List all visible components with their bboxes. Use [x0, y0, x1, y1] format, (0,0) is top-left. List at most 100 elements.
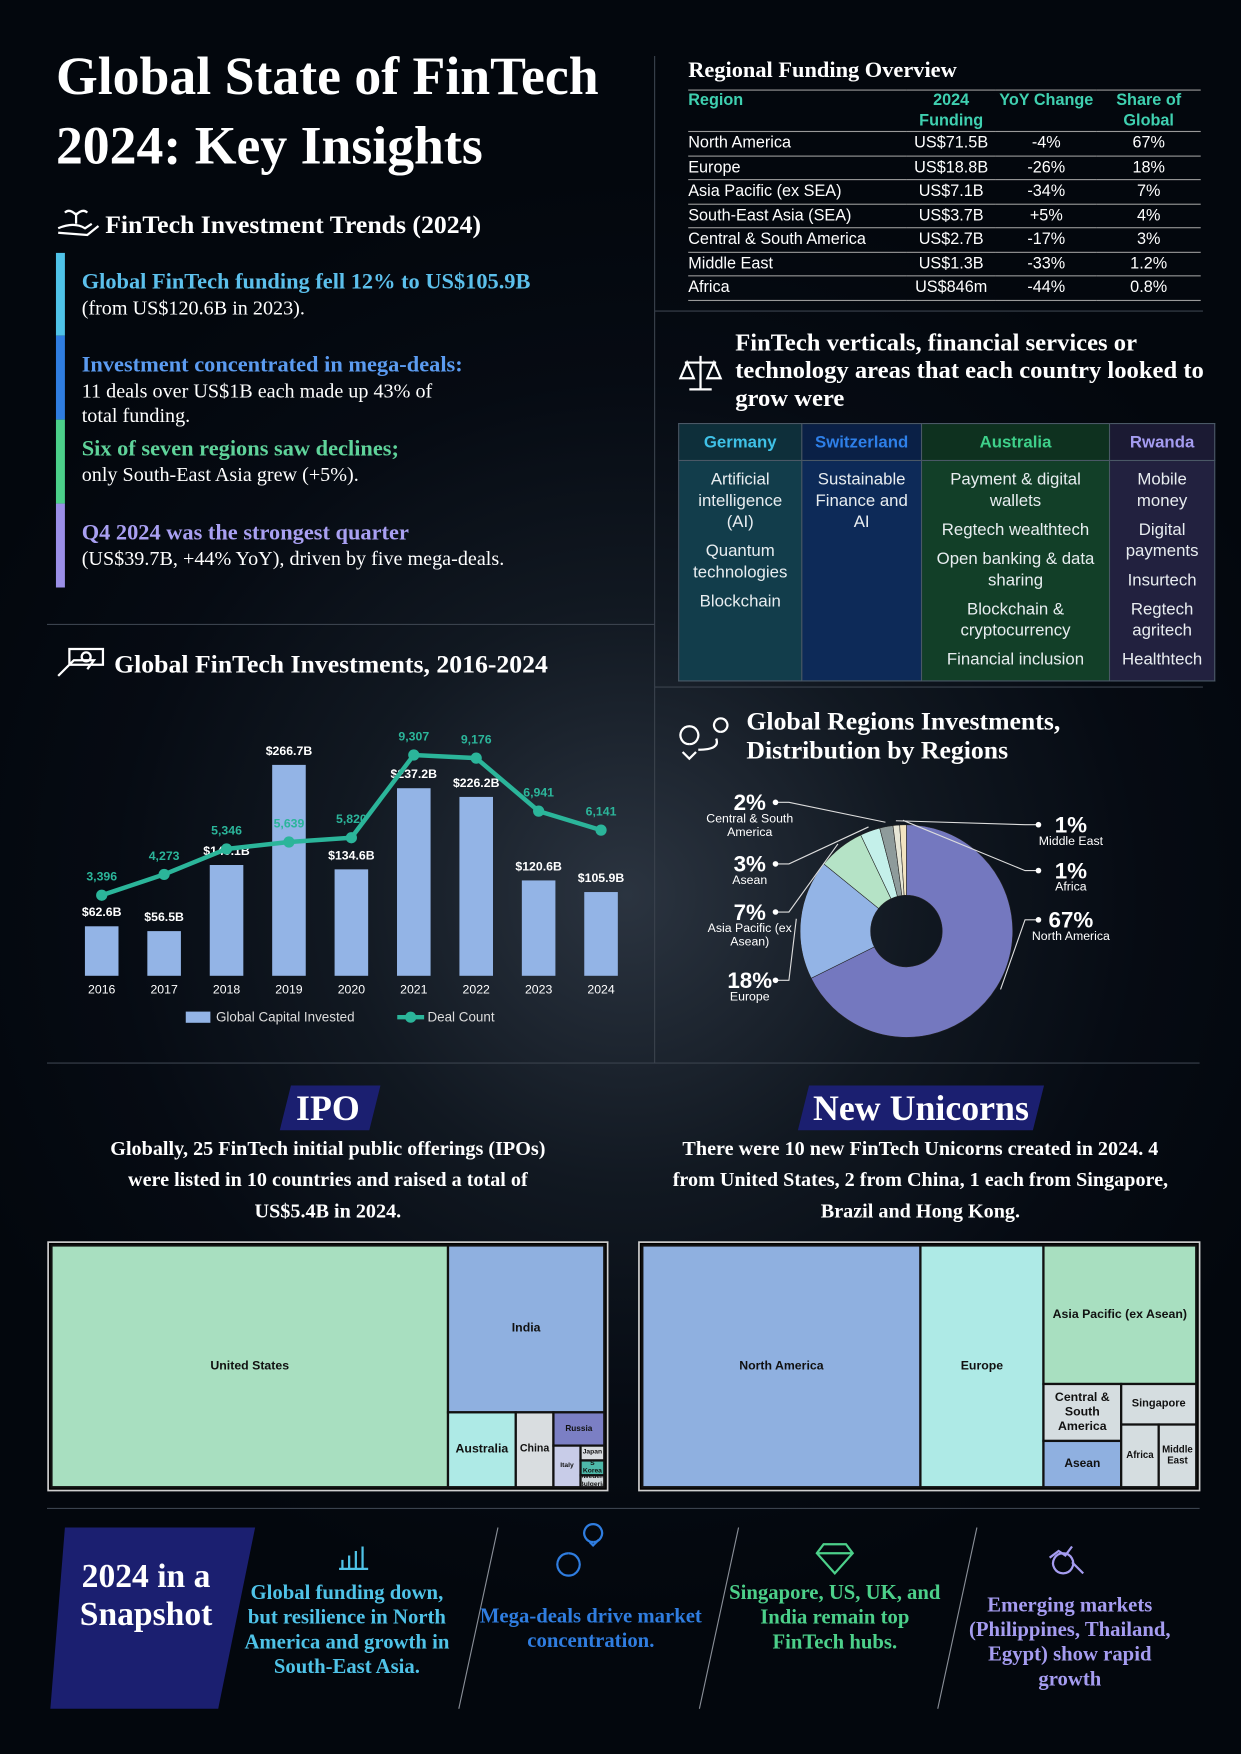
data-label: 18%	[727, 968, 772, 993]
vertical-item: Healthtech	[1121, 650, 1203, 670]
leader-line	[902, 819, 1039, 872]
icon-search	[1048, 1545, 1085, 1575]
regional-table: Region 2024 Funding YoY Change Share of Glo…	[688, 89, 1201, 301]
treemap-label-box: Middle East	[1162, 1444, 1193, 1466]
treemap-label-box: Asean	[1064, 1457, 1100, 1470]
treemap-tile	[641, 1244, 922, 1489]
treemap-tile	[1157, 1423, 1198, 1489]
table-cell: -33%	[995, 251, 1097, 277]
category-label-box: Central & South America	[706, 812, 794, 840]
bar	[272, 764, 306, 976]
treemap-label-box: Sweden, Bulgeria	[582, 1476, 603, 1486]
bar-value-label: $62.6B	[82, 905, 122, 919]
snapshot-title: 2024 in a Snapshot	[79, 1557, 213, 1633]
snapshot-item: Global funding down, but resilience in N…	[244, 1582, 450, 1679]
snapshot-item: Emerging markets (Philippines, Thailand,…	[969, 1594, 1171, 1691]
vertical-item: Mobile money	[1136, 469, 1188, 511]
treemap-label-box: North America	[739, 1359, 823, 1372]
table-cell: US$3.7B	[906, 203, 996, 229]
x-tick-label: 2019	[275, 983, 303, 997]
column-header: Region	[688, 89, 907, 133]
x-tick-label: 2023	[525, 983, 553, 997]
snapshot-dividers	[458, 1527, 978, 1709]
table-cell: US$18.8B	[906, 155, 996, 181]
x-tick-label: 2024	[587, 983, 615, 997]
table-cell: Asia Pacific (ex SEA)	[688, 179, 907, 205]
treemap-tile	[1042, 1382, 1123, 1443]
treemap-label-box: Central & South America	[1055, 1391, 1110, 1433]
treemap-label-box: Asia Pacific (ex Asean)	[1053, 1308, 1187, 1321]
leader-dot	[1035, 867, 1042, 874]
trend-lead: Six of seven regions saw declines;	[81, 436, 399, 462]
legend-swatch	[405, 1011, 417, 1023]
treemap-tile	[552, 1411, 606, 1447]
table-cell: Africa	[688, 275, 907, 301]
bar	[459, 796, 493, 976]
leader-dot	[772, 977, 779, 984]
line-point	[283, 836, 295, 848]
snapshot-panel	[50, 1527, 256, 1709]
category-label: Asia Pacific (ex Asean)	[707, 922, 792, 949]
bar	[209, 865, 244, 976]
table-row: Central & South America US$2.7B -17% 3%	[688, 227, 1201, 253]
leader-line	[775, 843, 839, 913]
line-value-label: 5,639	[274, 816, 305, 830]
donut-slice	[810, 824, 1013, 1038]
trend-text: (from US$120.6B in 2023).	[81, 296, 305, 319]
snapshot-item: Mega-deals drive market concentration.	[479, 1605, 702, 1653]
table-header: Germany Switzerland Australia Rwanda	[678, 422, 1216, 462]
table-cell: 1.2%	[1096, 251, 1201, 277]
country-cell: Sustainable Finance and AI	[801, 459, 923, 682]
snapshot-item: Singapore, US, UK, and India remain top …	[729, 1582, 941, 1654]
x-tick-label: 2016	[88, 983, 116, 997]
table-cell: 7%	[1096, 179, 1201, 205]
table-cell: South-East Asia (SEA)	[688, 203, 907, 229]
category-label-box: Asia Pacific (ex Asean)	[707, 922, 792, 949]
category-label-box: Middle East	[1039, 835, 1103, 848]
table-cell: 4%	[1096, 203, 1201, 229]
table-row: South-East Asia (SEA) US$3.7B +5% 4%	[688, 203, 1201, 229]
treemap-tile	[514, 1411, 555, 1489]
line-value-label: 5,820	[336, 812, 367, 826]
category-label: North America	[1031, 929, 1110, 944]
category-label-box: Asean	[732, 873, 768, 888]
treemap-label: S Korea	[582, 1461, 602, 1475]
treemap-label: Japan	[582, 1449, 603, 1456]
treemap-tile	[552, 1444, 582, 1489]
legend-label: Deal Count	[427, 1010, 494, 1025]
bar-value-label: $266.7B	[266, 744, 313, 758]
trend-item: Six of seven regions saw declines; only S…	[55, 419, 638, 504]
treemap-tile	[446, 1411, 517, 1489]
x-tick-label: 2017	[150, 983, 178, 997]
icon-hand-plant	[57, 222, 100, 237]
bar-value-label: $134.6B	[328, 848, 375, 862]
treemap-label: Singapore	[1131, 1397, 1186, 1411]
bar	[521, 880, 556, 976]
table-cell: US$1.3B	[906, 251, 996, 277]
category-label: Asean	[732, 873, 768, 888]
icon-location	[679, 717, 729, 761]
vertical-item: Regtech agritech	[1130, 599, 1194, 641]
treemap-label: Africa	[1126, 1449, 1154, 1461]
category-label: Central & South America	[706, 812, 794, 840]
data-label: 7%	[734, 900, 766, 925]
icons	[57, 209, 1085, 1577]
treemap-label-box: Australia	[456, 1443, 509, 1456]
table-header: Region 2024 Funding YoY Change Share of Glo…	[688, 89, 1201, 133]
treemap-label-box: Italy	[560, 1462, 574, 1470]
table-row: Europe US$18.8B -26% 18%	[688, 155, 1201, 181]
vertical-item: Payment & digital wallets	[950, 469, 1081, 511]
trend-lead: Investment concentrated in mega-deals:	[81, 352, 463, 378]
table-title: Regional Funding Overview	[688, 58, 957, 83]
leader-line	[1000, 919, 1039, 990]
leader-line	[775, 918, 797, 981]
treemap-label: United States	[210, 1359, 290, 1373]
x-tick-label: 2018	[213, 983, 241, 997]
table-cell: US$71.5B	[906, 131, 996, 157]
trend-item: Investment concentrated in mega-deals: 11…	[55, 335, 638, 426]
data-label: 1%	[1055, 813, 1087, 838]
vertical-item: Artificial intelligence (AI)	[698, 469, 783, 532]
bar	[397, 788, 431, 976]
treemap-label: Italy	[560, 1462, 574, 1470]
